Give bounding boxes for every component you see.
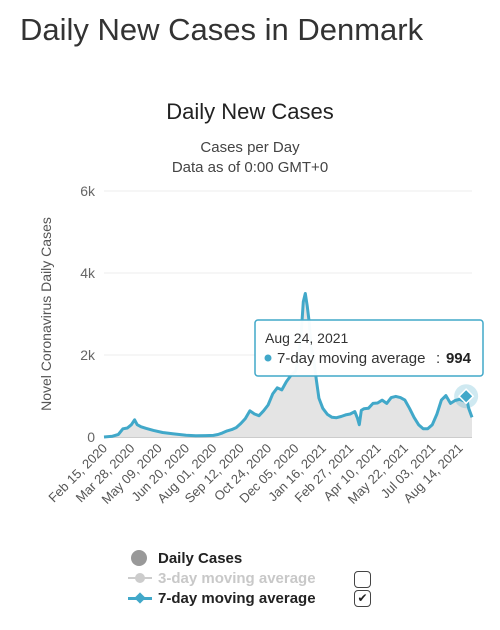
chart-title: Daily New Cases bbox=[166, 99, 334, 124]
tooltip-value: 994 bbox=[446, 350, 472, 367]
tooltip-series-name: 7-day moving average bbox=[277, 350, 425, 367]
legend-daily-cases-label: Daily Cases bbox=[158, 549, 243, 567]
y-axis-label: Novel Coronavirus Daily Cases bbox=[38, 217, 54, 411]
y-tick-label: 4k bbox=[80, 265, 96, 281]
tooltip-box bbox=[254, 319, 484, 377]
legend-3day-marker bbox=[128, 568, 152, 588]
tooltip-date: Aug 24, 2021 bbox=[265, 330, 349, 346]
legend-3day-average[interactable]: 3-day moving average bbox=[128, 568, 316, 588]
legend-daily-cases[interactable]: Daily Cases bbox=[128, 548, 242, 568]
legend-daily-cases-marker bbox=[128, 548, 152, 568]
tooltip: Aug 24, 2021 7-day moving average:994 bbox=[254, 319, 484, 377]
daily-cases-area bbox=[104, 293, 472, 437]
legend-3day-checkbox[interactable] bbox=[354, 571, 371, 588]
y-tick-label: 0 bbox=[87, 429, 95, 445]
page-title: Daily New Cases in Denmark bbox=[20, 12, 424, 47]
legend-7day-marker bbox=[128, 588, 152, 608]
y-tick-label: 6k bbox=[80, 183, 96, 199]
legend-7day-average[interactable]: 7-day moving average bbox=[128, 588, 316, 608]
chart-data-date: Data as of 0:00 GMT+0 bbox=[171, 159, 329, 176]
chart-subtitle: Cases per Day bbox=[200, 139, 300, 156]
legend-7day-label: 7-day moving average bbox=[158, 589, 316, 607]
tooltip-colon: : bbox=[436, 350, 440, 367]
y-tick-label: 2k bbox=[80, 347, 96, 363]
hover-point bbox=[458, 388, 475, 405]
tooltip-series-marker bbox=[264, 354, 272, 362]
legend-3day-label: 3-day moving average bbox=[158, 569, 316, 587]
legend-7day-checkbox[interactable]: ✔ bbox=[354, 590, 371, 607]
